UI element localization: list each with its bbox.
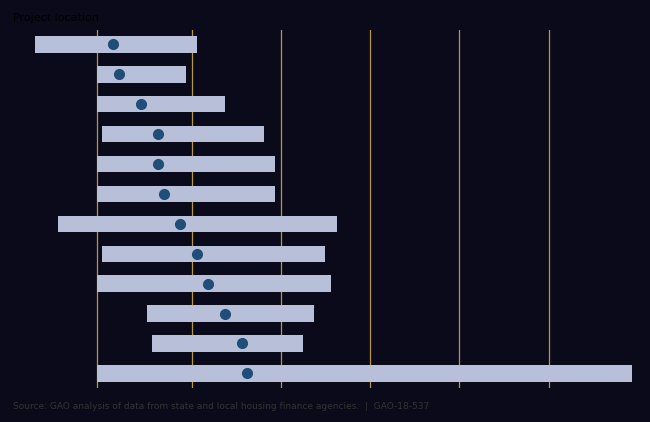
Bar (97, 96, 225, 113)
Bar (147, 305, 315, 322)
Bar (102, 246, 326, 262)
Bar (97, 186, 275, 202)
Bar (102, 126, 264, 142)
Text: Source: GAO analysis of data from state and local housing finance agencies.  |  : Source: GAO analysis of data from state … (13, 403, 429, 411)
Bar (35, 36, 197, 53)
Bar (97, 156, 275, 172)
Bar (97, 276, 331, 292)
Bar (97, 365, 632, 381)
Bar (58, 216, 337, 232)
Text: Project location: Project location (13, 13, 99, 23)
Bar (97, 66, 186, 83)
Bar (153, 335, 303, 352)
